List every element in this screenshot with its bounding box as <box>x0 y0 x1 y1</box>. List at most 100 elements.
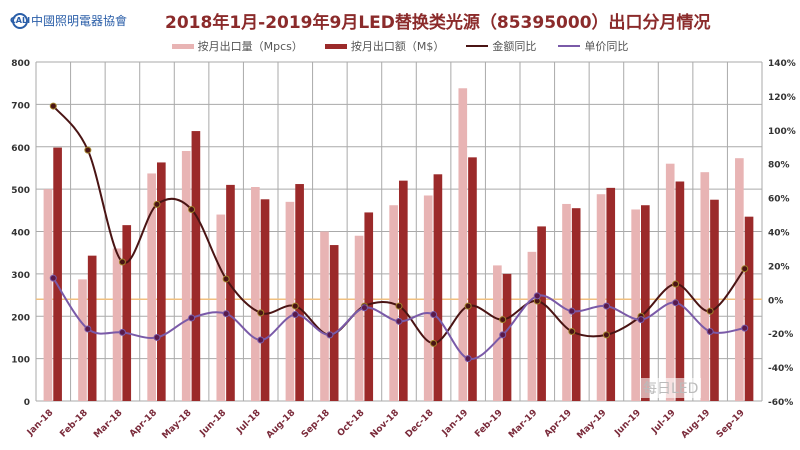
bar-volume <box>216 214 226 401</box>
chart-title: 2018年1月-2019年9月LED替换类光源（85395000）出口分月情况 <box>165 13 711 33</box>
x-tick-label: Nov-18 <box>369 408 401 440</box>
x-tick-label: Jul-18 <box>234 408 262 436</box>
x-tick-label: Jun-18 <box>198 408 229 439</box>
x-tick-label: Jun-19 <box>612 408 643 439</box>
point-amount-yoy <box>118 258 126 266</box>
bar-amount <box>744 216 754 401</box>
bar-amount <box>226 184 235 401</box>
right-tick-label: 0% <box>768 296 783 306</box>
legend-volume: 按月出口量（Mpcs） <box>171 38 303 54</box>
point-amount-yoy <box>706 307 714 315</box>
point-amount-yoy <box>395 302 403 310</box>
bar-volume <box>354 235 364 401</box>
right-tick-label: 120% <box>768 93 796 103</box>
bar-volume <box>527 251 537 401</box>
x-tick-label: Dec-18 <box>404 408 436 440</box>
point-price-yoy <box>706 328 714 336</box>
left-tick-label: 500 <box>11 186 30 196</box>
bar-volume <box>665 163 675 401</box>
bar-volume <box>285 201 295 401</box>
bar-volume <box>112 248 122 401</box>
left-tick-label: 700 <box>11 101 30 111</box>
bar-amount <box>53 147 62 401</box>
x-tick-label: Sep-18 <box>300 408 332 440</box>
bar-amount <box>122 225 132 401</box>
left-tick-label: 300 <box>11 271 30 281</box>
point-price-yoy <box>568 307 576 315</box>
point-price-yoy <box>188 314 196 322</box>
point-price-yoy <box>741 324 749 332</box>
legend-label: 按月出口额（M$） <box>350 40 445 53</box>
watermark: 每日LED <box>640 378 702 398</box>
bar-amount <box>502 273 512 401</box>
point-price-yoy <box>49 274 57 282</box>
bar-amount <box>399 180 408 401</box>
point-price-yoy <box>430 311 438 319</box>
bar-volume <box>631 209 640 401</box>
left-tick-label: 0 <box>24 398 30 408</box>
legend-price-yoy: 单价同比 <box>558 38 628 54</box>
x-tick-label: Apr-18 <box>128 408 159 439</box>
left-tick-label: 200 <box>11 313 30 323</box>
legend-label: 金额同比 <box>492 40 537 53</box>
x-tick-label: Feb-19 <box>473 408 505 440</box>
right-tick-label: -40% <box>768 364 793 374</box>
legend-amount-yoy: 金额同比 <box>466 38 536 54</box>
point-amount-yoy <box>49 102 57 110</box>
point-amount-yoy <box>464 302 472 310</box>
bar-volume <box>458 88 468 402</box>
x-tick-label: Apr-19 <box>543 408 574 439</box>
point-amount-yoy <box>568 328 576 336</box>
logo: CALI 中國照明電器協會 <box>10 12 128 29</box>
point-amount-yoy <box>222 275 230 283</box>
right-tick-label: -60% <box>768 398 793 408</box>
right-tick-label: 40% <box>768 229 790 239</box>
bar-amount <box>157 162 166 401</box>
legend-swatch <box>324 43 347 49</box>
right-tick-label: 140% <box>768 59 796 69</box>
right-tick-label: 20% <box>768 262 790 272</box>
legend-amount: 按月出口额（M$） <box>324 38 445 54</box>
x-tick-label: Mar-19 <box>507 408 539 440</box>
point-price-yoy <box>222 310 230 318</box>
left-tick-label: 400 <box>11 229 30 239</box>
bar-amount <box>606 187 616 401</box>
point-price-yoy <box>533 292 541 300</box>
point-price-yoy <box>291 311 299 319</box>
right-tick-label: 80% <box>768 161 790 171</box>
bar-amount <box>641 205 650 401</box>
bar-amount <box>537 226 546 401</box>
x-tick-label: May-18 <box>161 408 194 441</box>
point-price-yoy <box>499 331 507 339</box>
point-price-yoy <box>637 316 645 324</box>
left-tick-label: 100 <box>11 356 30 366</box>
legend: 按月出口量（Mpcs） 按月出口额（M$） 金额同比 单价同比 <box>0 38 800 54</box>
bar-volume <box>78 279 87 401</box>
point-price-yoy <box>84 325 92 333</box>
legend-swatch <box>171 43 194 49</box>
point-amount-yoy <box>188 205 196 213</box>
right-tick-label: 100% <box>768 127 796 137</box>
left-tick-label: 600 <box>11 144 30 154</box>
point-price-yoy <box>257 336 265 344</box>
point-amount-yoy <box>430 339 438 347</box>
left-tick-label: 800 <box>11 59 30 69</box>
point-price-yoy <box>395 317 403 325</box>
point-amount-yoy <box>672 280 680 288</box>
bar-volume <box>423 195 433 401</box>
legend-swatch <box>466 45 489 47</box>
x-tick-label: Sep-19 <box>715 408 747 440</box>
x-tick-label: Mar-18 <box>92 408 124 440</box>
bar-volume <box>43 189 53 401</box>
bar-amount <box>87 255 97 401</box>
bar-amount <box>260 199 270 401</box>
point-amount-yoy <box>741 265 749 273</box>
bar-volume <box>251 187 260 401</box>
point-price-yoy <box>672 299 680 307</box>
x-tick-label: Jan-19 <box>440 408 470 438</box>
bar-volume <box>493 265 502 401</box>
legend-label: 按月出口量（Mpcs） <box>197 40 303 53</box>
logo-text: 中國照明電器協會 <box>31 14 128 28</box>
bar-amount <box>329 245 339 401</box>
